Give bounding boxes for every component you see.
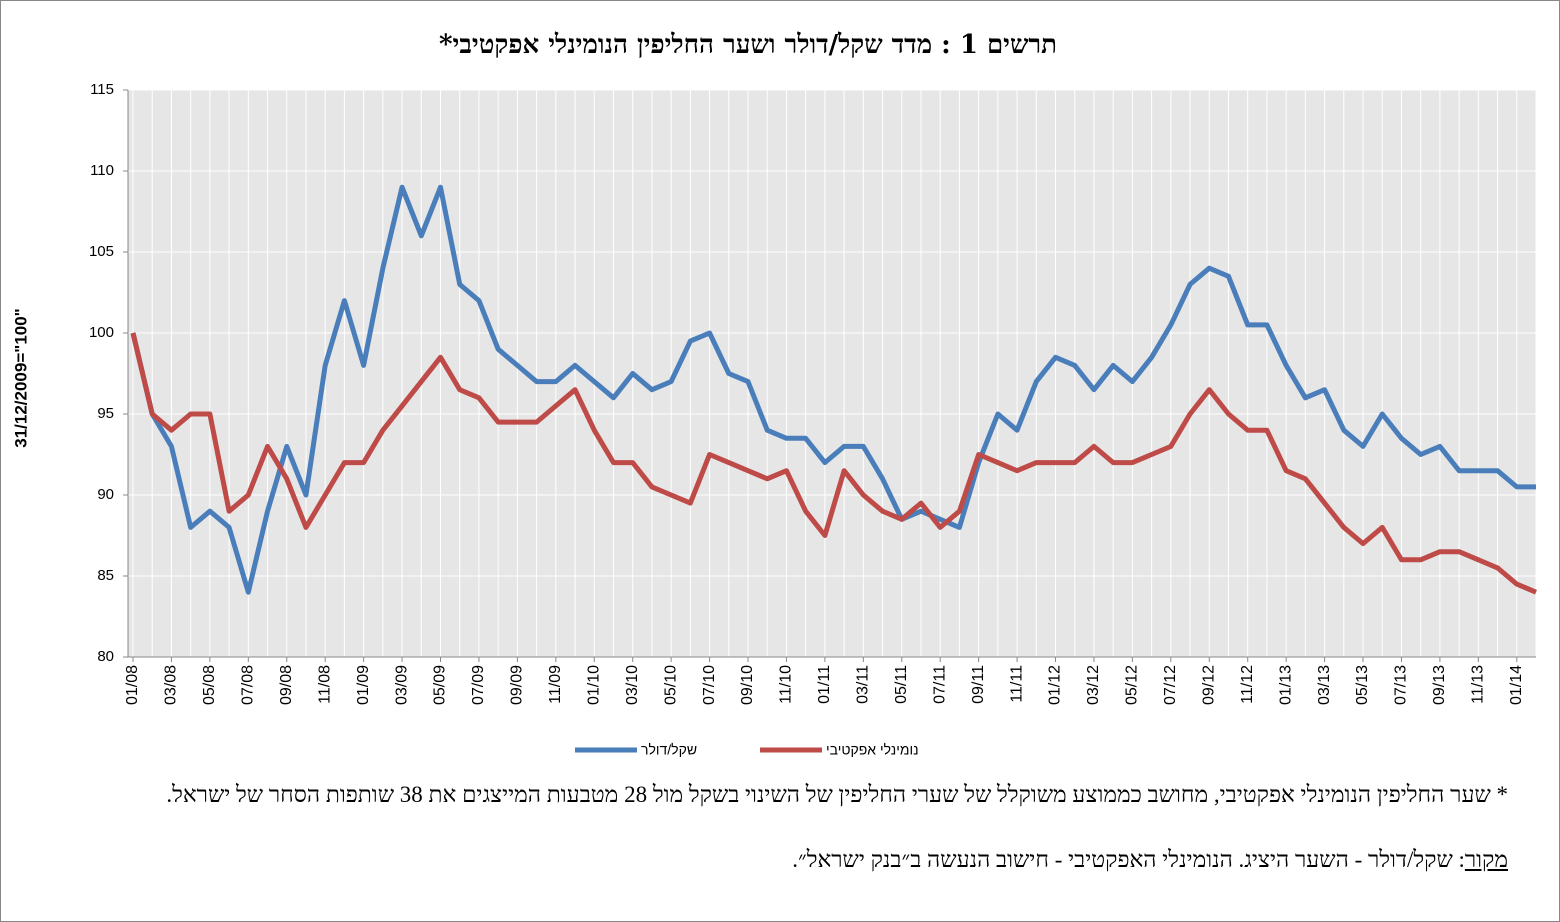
x-tick-label: 07/13 bbox=[1393, 665, 1410, 705]
x-tick-label: 05/08 bbox=[201, 665, 218, 705]
x-tick-label: 01/14 bbox=[1508, 665, 1525, 705]
x-tick-label: 01/13 bbox=[1277, 665, 1294, 705]
y-tick-label: 90 bbox=[97, 486, 114, 503]
x-tick-label: 11/08 bbox=[316, 665, 333, 704]
x-tick-label: 09/11 bbox=[970, 665, 987, 704]
x-tick-label: 01/08 bbox=[124, 665, 141, 705]
x-tick-label: 09/09 bbox=[509, 665, 526, 705]
x-tick-label: 07/11 bbox=[931, 665, 948, 704]
y-tick-label: 95 bbox=[97, 405, 114, 422]
source-text: : שקל/דולר - השער היציג. הנומינלי האפקטי… bbox=[792, 847, 1465, 872]
x-tick-label: 01/12 bbox=[1047, 665, 1064, 705]
x-tick-label: 09/13 bbox=[1431, 665, 1448, 705]
x-tick-label: 03/13 bbox=[1316, 665, 1333, 705]
x-tick-label: 05/12 bbox=[1124, 665, 1141, 705]
x-tick-label: 11/09 bbox=[547, 665, 564, 704]
x-tick-label: 11/10 bbox=[778, 665, 795, 704]
x-tick-label: 11/12 bbox=[1239, 665, 1256, 704]
y-tick-label: 110 bbox=[90, 162, 114, 179]
y-tick-label: 85 bbox=[97, 567, 114, 584]
series-line bbox=[130, 332, 1537, 595]
x-tick-label: 07/08 bbox=[240, 665, 257, 705]
x-tick-label: 03/08 bbox=[163, 665, 180, 705]
y-tick-label: 100 bbox=[89, 324, 114, 341]
x-tick-label: 09/12 bbox=[1200, 665, 1217, 705]
x-tick-label: 01/09 bbox=[355, 665, 372, 705]
x-tick-label: 05/13 bbox=[1354, 665, 1371, 705]
x-tick-label: 03/11 bbox=[855, 665, 872, 704]
x-tick-label: 03/12 bbox=[1085, 665, 1102, 705]
legend-label: נומינלי אפקטיבי bbox=[826, 742, 919, 758]
x-tick-label: 09/10 bbox=[739, 665, 756, 705]
lines bbox=[130, 184, 1537, 595]
x-tick-label: 05/09 bbox=[432, 665, 449, 705]
y-tick-label: 80 bbox=[97, 648, 114, 665]
chart-title: תרשים 1 : מדד שקל/דולר ושער החליפין הנומ… bbox=[439, 30, 1057, 60]
x-tick-label: 07/12 bbox=[1162, 665, 1179, 705]
x-tick-label: 01/10 bbox=[585, 665, 602, 705]
y-axis-label: 31/12/2009="100" bbox=[11, 308, 30, 448]
x-tick-label: 03/10 bbox=[624, 665, 641, 705]
legend-label: שקל/דולר bbox=[641, 742, 697, 758]
x-tick-label: 05/11 bbox=[893, 665, 910, 704]
x-tick-label: 01/11 bbox=[816, 665, 833, 704]
x-tick-label: 07/10 bbox=[701, 665, 718, 705]
footnote: * שער החליפין הנומינלי אפקטיבי, מחושב כמ… bbox=[166, 782, 1508, 807]
source: מקור: שקל/דולר - השער היציג. הנומינלי הא… bbox=[48, 847, 1508, 872]
x-tick-label: 11/13 bbox=[1470, 665, 1487, 704]
grid bbox=[123, 89, 1537, 662]
x-tick-label: 03/09 bbox=[393, 665, 410, 705]
x-tick-label: 09/08 bbox=[278, 665, 295, 705]
y-tick-label: 115 bbox=[90, 81, 114, 98]
source-label: מקור bbox=[1464, 847, 1508, 872]
x-tick-label: 05/10 bbox=[662, 665, 679, 705]
x-tick-label: 07/09 bbox=[470, 665, 487, 705]
x-tick-label: 11/11 bbox=[1008, 665, 1025, 703]
series-line bbox=[130, 184, 1536, 595]
plot-area bbox=[128, 90, 1536, 657]
y-tick-label: 105 bbox=[89, 243, 114, 260]
